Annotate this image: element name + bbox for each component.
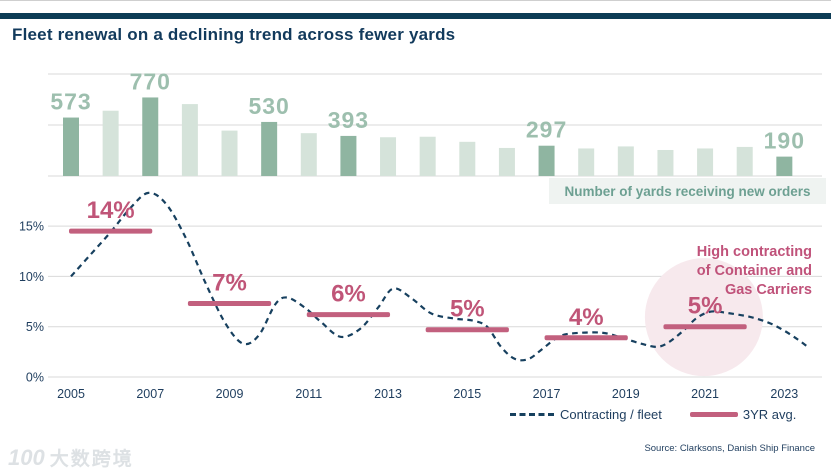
y-tick-label: 15% bbox=[19, 220, 44, 234]
bar-2013 bbox=[380, 137, 397, 176]
watermark: 100 大数跨境 bbox=[8, 444, 134, 471]
bar-2008 bbox=[181, 104, 198, 176]
bar-series-label: Number of yards receiving new orders bbox=[564, 183, 811, 199]
bar-2019 bbox=[617, 146, 634, 176]
bar-value-label-2010: 530 bbox=[248, 93, 289, 119]
avg-bar-label-3: 5% bbox=[450, 296, 485, 323]
bar-2009 bbox=[221, 130, 238, 176]
avg-bar-2 bbox=[306, 312, 391, 318]
source-note: Source: Clarksons, Danish Ship Finance bbox=[644, 443, 815, 454]
bar-2014 bbox=[419, 136, 436, 176]
x-tick-label-2019: 2019 bbox=[612, 387, 640, 401]
bar-2020 bbox=[657, 149, 674, 176]
top-hairline bbox=[0, 0, 831, 1]
bar-2006 bbox=[102, 110, 119, 176]
bar-2017 bbox=[538, 145, 555, 176]
annotation-line-2: of Container and bbox=[696, 263, 812, 279]
bar-2012 bbox=[340, 135, 357, 176]
bar-value-label-2012: 393 bbox=[328, 107, 369, 133]
avg-bar-5 bbox=[663, 324, 747, 330]
avg-bar-label-4: 4% bbox=[569, 304, 604, 331]
x-tick-label-2011: 2011 bbox=[295, 387, 322, 401]
bar-2021 bbox=[697, 148, 714, 176]
watermark-text: 大数跨境 bbox=[49, 449, 134, 470]
x-tick-label-2009: 2009 bbox=[216, 387, 244, 401]
y-tick-label: 10% bbox=[19, 270, 44, 284]
bar-2015 bbox=[459, 141, 476, 176]
legend-avg-label: 3YR avg. bbox=[742, 406, 797, 422]
bar-value-label-2007: 770 bbox=[130, 68, 171, 94]
bar-2005 bbox=[63, 117, 79, 176]
bar-2018 bbox=[578, 148, 595, 176]
avg-bar-label-5: 5% bbox=[688, 293, 723, 320]
x-tick-label-2005: 2005 bbox=[57, 387, 85, 401]
avg-bar-3 bbox=[425, 327, 509, 333]
y-tick-label: 5% bbox=[26, 320, 44, 334]
accent-bar bbox=[0, 13, 831, 19]
avg-line-swatch-icon bbox=[689, 411, 738, 417]
x-tick-label-2021: 2021 bbox=[691, 387, 719, 401]
chart-legend: Contracting / fleet 3YR avg. bbox=[510, 406, 796, 422]
y-tick-label: 0% bbox=[26, 371, 44, 385]
bar-series-label-box: Number of yards receiving new orders bbox=[549, 178, 826, 204]
avg-bar-4 bbox=[544, 335, 628, 341]
x-tick-label-2017: 2017 bbox=[533, 387, 561, 401]
avg-bar-label-1: 7% bbox=[212, 270, 247, 297]
avg-bar-1 bbox=[187, 301, 272, 307]
avg-bar-label-2: 6% bbox=[331, 281, 366, 308]
x-tick-label-2007: 2007 bbox=[136, 387, 164, 401]
highlight-annotation: High contracting of Container and Gas Ca… bbox=[592, 243, 812, 300]
x-tick-label-2013: 2013 bbox=[374, 387, 402, 401]
avg-bar-0 bbox=[69, 228, 153, 234]
bar-value-label-2023: 190 bbox=[764, 128, 805, 154]
x-tick-label-2015: 2015 bbox=[453, 387, 481, 401]
bar-2010 bbox=[261, 121, 278, 176]
legend-line-label: Contracting / fleet bbox=[560, 406, 662, 422]
avg-bar-label-0: 14% bbox=[87, 197, 135, 224]
bar-2022 bbox=[736, 146, 753, 176]
x-tick-label-2023: 2023 bbox=[770, 387, 798, 401]
bar-2016 bbox=[498, 147, 515, 176]
bar-value-label-2017: 297 bbox=[526, 117, 567, 143]
highlight-circle bbox=[644, 258, 763, 377]
bar-2011 bbox=[300, 133, 317, 176]
contracting-fleet-line bbox=[70, 191, 810, 362]
annotation-line-1: High contracting bbox=[696, 244, 812, 260]
page-title: Fleet renewal on a declining trend acros… bbox=[12, 25, 456, 44]
bar-value-label-2005: 573 bbox=[50, 89, 91, 115]
bar-2007 bbox=[142, 97, 159, 176]
dashed-line-swatch-icon bbox=[510, 412, 554, 416]
annotation-line-3: Gas Carriers bbox=[724, 282, 812, 298]
watermark-logo-icon: 100 bbox=[8, 444, 45, 470]
bar-2023 bbox=[776, 156, 793, 176]
